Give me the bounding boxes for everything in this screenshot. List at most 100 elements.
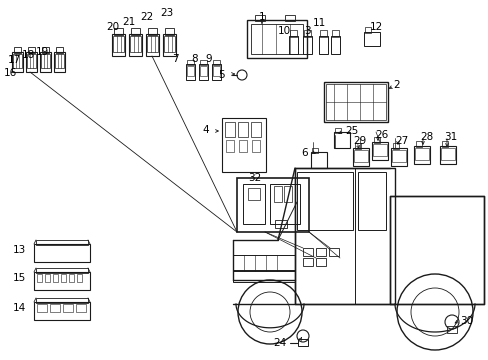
Bar: [391, 150, 405, 162]
Bar: [50, 304, 60, 312]
Bar: [147, 36, 158, 52]
Bar: [250, 24, 303, 54]
Text: 2: 2: [392, 80, 399, 90]
Text: 6: 6: [301, 148, 307, 158]
Bar: [40, 52, 51, 72]
Bar: [330, 36, 339, 54]
Text: 27: 27: [394, 136, 407, 146]
Text: 10: 10: [277, 26, 290, 36]
Bar: [37, 304, 47, 312]
Text: 7: 7: [172, 54, 179, 64]
Bar: [76, 304, 86, 312]
Bar: [213, 66, 220, 76]
Text: 19: 19: [36, 47, 49, 57]
Text: 14: 14: [13, 303, 26, 313]
Bar: [232, 270, 294, 282]
Bar: [36, 268, 88, 273]
Bar: [440, 148, 454, 160]
Bar: [148, 28, 157, 35]
Bar: [41, 54, 50, 68]
Bar: [112, 34, 125, 56]
Bar: [353, 150, 367, 162]
Bar: [414, 148, 428, 160]
Text: 15: 15: [13, 273, 26, 283]
Text: 16: 16: [4, 68, 17, 78]
Bar: [37, 274, 42, 282]
Text: 3: 3: [303, 26, 310, 36]
Text: 31: 31: [443, 132, 456, 142]
Bar: [318, 36, 327, 54]
Text: 13: 13: [13, 245, 26, 255]
Bar: [186, 60, 194, 65]
Bar: [213, 60, 220, 65]
Text: 24: 24: [273, 338, 286, 348]
Bar: [357, 172, 385, 230]
Bar: [415, 141, 421, 147]
Bar: [113, 36, 124, 52]
Text: 9: 9: [204, 54, 211, 64]
Bar: [334, 128, 340, 133]
Bar: [130, 36, 141, 52]
Text: 29: 29: [352, 136, 366, 146]
Text: 22: 22: [140, 12, 153, 22]
Text: 26: 26: [374, 130, 387, 140]
Bar: [246, 20, 306, 58]
Bar: [42, 47, 49, 53]
Bar: [69, 274, 74, 282]
Bar: [212, 64, 221, 80]
Bar: [315, 248, 325, 256]
Bar: [303, 258, 312, 266]
Text: 25: 25: [345, 126, 358, 136]
Bar: [352, 148, 368, 166]
Bar: [225, 140, 234, 152]
Bar: [315, 258, 325, 266]
Bar: [232, 255, 294, 271]
Bar: [186, 66, 194, 76]
Bar: [45, 274, 50, 282]
Text: 17: 17: [8, 55, 21, 65]
Bar: [446, 326, 456, 333]
Bar: [26, 52, 37, 72]
Bar: [284, 186, 291, 202]
Bar: [354, 143, 360, 149]
Bar: [413, 146, 429, 164]
Bar: [200, 66, 206, 76]
Bar: [146, 34, 159, 56]
Bar: [237, 178, 308, 232]
Text: 23: 23: [160, 8, 173, 18]
Bar: [328, 248, 338, 256]
Bar: [36, 298, 88, 303]
Bar: [12, 52, 23, 72]
Text: 5: 5: [218, 70, 224, 80]
Text: 1: 1: [258, 12, 265, 22]
Bar: [251, 140, 260, 152]
Bar: [164, 28, 174, 35]
Bar: [439, 146, 455, 164]
Bar: [304, 30, 310, 37]
Bar: [200, 60, 206, 65]
Bar: [274, 220, 286, 228]
Bar: [36, 240, 88, 245]
Bar: [53, 274, 58, 282]
Bar: [364, 27, 370, 33]
Text: 20: 20: [106, 22, 119, 32]
Bar: [34, 244, 90, 262]
Text: 12: 12: [369, 22, 383, 32]
Bar: [27, 54, 36, 68]
Bar: [289, 30, 296, 37]
Bar: [269, 184, 299, 224]
Bar: [285, 15, 294, 21]
Bar: [238, 122, 247, 137]
Bar: [54, 52, 65, 72]
Bar: [243, 184, 264, 224]
Text: 30: 30: [459, 316, 472, 326]
Bar: [61, 274, 66, 282]
Bar: [392, 143, 398, 149]
Bar: [114, 28, 123, 35]
Bar: [288, 36, 297, 54]
Bar: [250, 122, 261, 137]
Text: 21: 21: [122, 17, 135, 27]
Bar: [239, 140, 246, 152]
Bar: [297, 339, 307, 346]
Bar: [333, 132, 349, 148]
